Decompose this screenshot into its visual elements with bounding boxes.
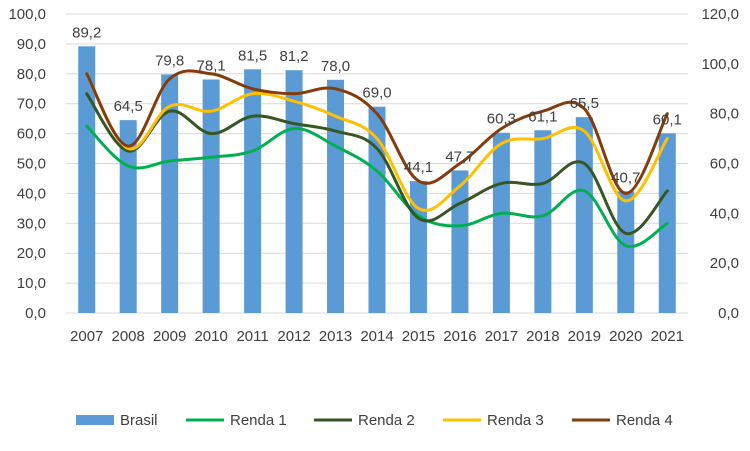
bar-data-label: 60,3 xyxy=(487,111,516,128)
bar-data-label: 65,5 xyxy=(570,95,599,112)
legend-entry: Renda 4 xyxy=(572,412,673,429)
x-tick-label: 2016 xyxy=(443,328,476,345)
bar-data-label: 64,5 xyxy=(114,98,143,115)
right-tick-label: 0,0 xyxy=(718,305,739,322)
bar-brasil xyxy=(534,130,552,313)
legend-label: Renda 1 xyxy=(230,412,287,429)
bar-brasil xyxy=(492,132,510,313)
lines-renda xyxy=(85,69,669,249)
x-tick-label: 2014 xyxy=(360,328,393,345)
x-tick-label: 2019 xyxy=(568,328,601,345)
bar-brasil xyxy=(244,69,262,313)
x-tick-label: 2018 xyxy=(526,328,559,345)
bar-brasil xyxy=(78,46,96,314)
bar-data-label: 81,5 xyxy=(238,47,267,64)
bar-data-label: 78,0 xyxy=(321,58,350,75)
bar-brasil xyxy=(161,74,179,313)
bar-brasil xyxy=(327,79,345,313)
x-tick-label: 2015 xyxy=(402,328,435,345)
left-axis: 0,0 10,0 20,0 30,0 40,0 50,0 60,0 70,0 80,0 90,0 1… xyxy=(8,6,46,322)
x-axis: 2007 2008 2009 2010 2011 2012 2013 2014 2015 2016… xyxy=(70,328,684,345)
bar-brasil xyxy=(285,70,303,313)
bar-data-label: 44,1 xyxy=(404,159,433,176)
left-tick-label: 100,0 xyxy=(8,6,46,23)
legend-entry: Brasil xyxy=(76,412,158,429)
data-labels: 89,2 64,5 79,8 78,1 81,5 81,2 78,0 69,0 44,1 47,7… xyxy=(72,24,682,186)
legend-label: Renda 4 xyxy=(616,412,673,429)
left-tick-label: 20,0 xyxy=(17,245,46,262)
right-tick-label: 40,0 xyxy=(710,205,739,222)
bar-data-label: 81,2 xyxy=(279,48,308,65)
line-renda-3 xyxy=(85,72,669,212)
x-tick-label: 2007 xyxy=(70,328,103,345)
right-tick-label: 20,0 xyxy=(710,255,739,272)
x-tick-label: 2011 xyxy=(236,328,268,345)
left-tick-label: 50,0 xyxy=(17,156,46,173)
x-tick-label: 2010 xyxy=(194,328,227,345)
bar-brasil xyxy=(575,117,593,313)
right-tick-label: 120,0 xyxy=(701,6,739,23)
legend-label: Renda 3 xyxy=(487,412,544,429)
legend-entry: Renda 3 xyxy=(443,412,544,429)
bar-data-label: 89,2 xyxy=(72,24,101,41)
legend: Brasil Renda 1 Renda 2 Renda 3 Renda 4 xyxy=(76,412,673,429)
right-tick-label: 80,0 xyxy=(710,106,739,123)
left-tick-label: 90,0 xyxy=(17,36,46,53)
bar-data-label: 79,8 xyxy=(155,52,184,69)
bar-data-label: 69,0 xyxy=(362,85,391,102)
x-tick-label: 2013 xyxy=(319,328,352,345)
left-tick-label: 0,0 xyxy=(25,305,46,322)
legend-entry: Renda 1 xyxy=(186,412,287,429)
left-tick-label: 30,0 xyxy=(17,215,46,232)
right-tick-label: 100,0 xyxy=(701,56,739,73)
bar-data-label: 60,1 xyxy=(653,111,682,128)
x-tick-label: 2009 xyxy=(153,328,186,345)
left-tick-label: 80,0 xyxy=(17,66,46,83)
bar-brasil xyxy=(368,106,386,313)
bar-data-label: 78,1 xyxy=(197,57,226,74)
line-renda-4 xyxy=(85,69,669,195)
x-tick-label: 2020 xyxy=(609,328,642,345)
legend-label: Renda 2 xyxy=(358,412,415,429)
legend-entry: Renda 2 xyxy=(314,412,415,429)
left-tick-label: 40,0 xyxy=(17,185,46,202)
bar-data-label: 47,7 xyxy=(445,148,474,165)
x-tick-label: 2008 xyxy=(112,328,145,345)
x-tick-label: 2012 xyxy=(277,328,310,345)
x-tick-label: 2017 xyxy=(485,328,518,345)
line-renda-1 xyxy=(85,124,669,249)
right-axis: 0,0 20,0 40,0 60,0 80,0 100,0 120,0 xyxy=(701,6,739,322)
legend-swatch xyxy=(76,415,114,425)
legend-label: Brasil xyxy=(120,412,158,429)
left-tick-label: 70,0 xyxy=(17,96,46,113)
bar-brasil xyxy=(202,79,220,313)
x-tick-label: 2021 xyxy=(651,328,684,345)
line-renda-2 xyxy=(85,92,669,235)
left-tick-label: 10,0 xyxy=(17,275,46,292)
left-tick-label: 60,0 xyxy=(17,126,46,143)
bar-brasil xyxy=(617,191,635,313)
bar-data-label: 61,1 xyxy=(528,108,557,125)
bar-data-label: 40,7 xyxy=(611,169,640,186)
right-tick-label: 60,0 xyxy=(710,156,739,173)
